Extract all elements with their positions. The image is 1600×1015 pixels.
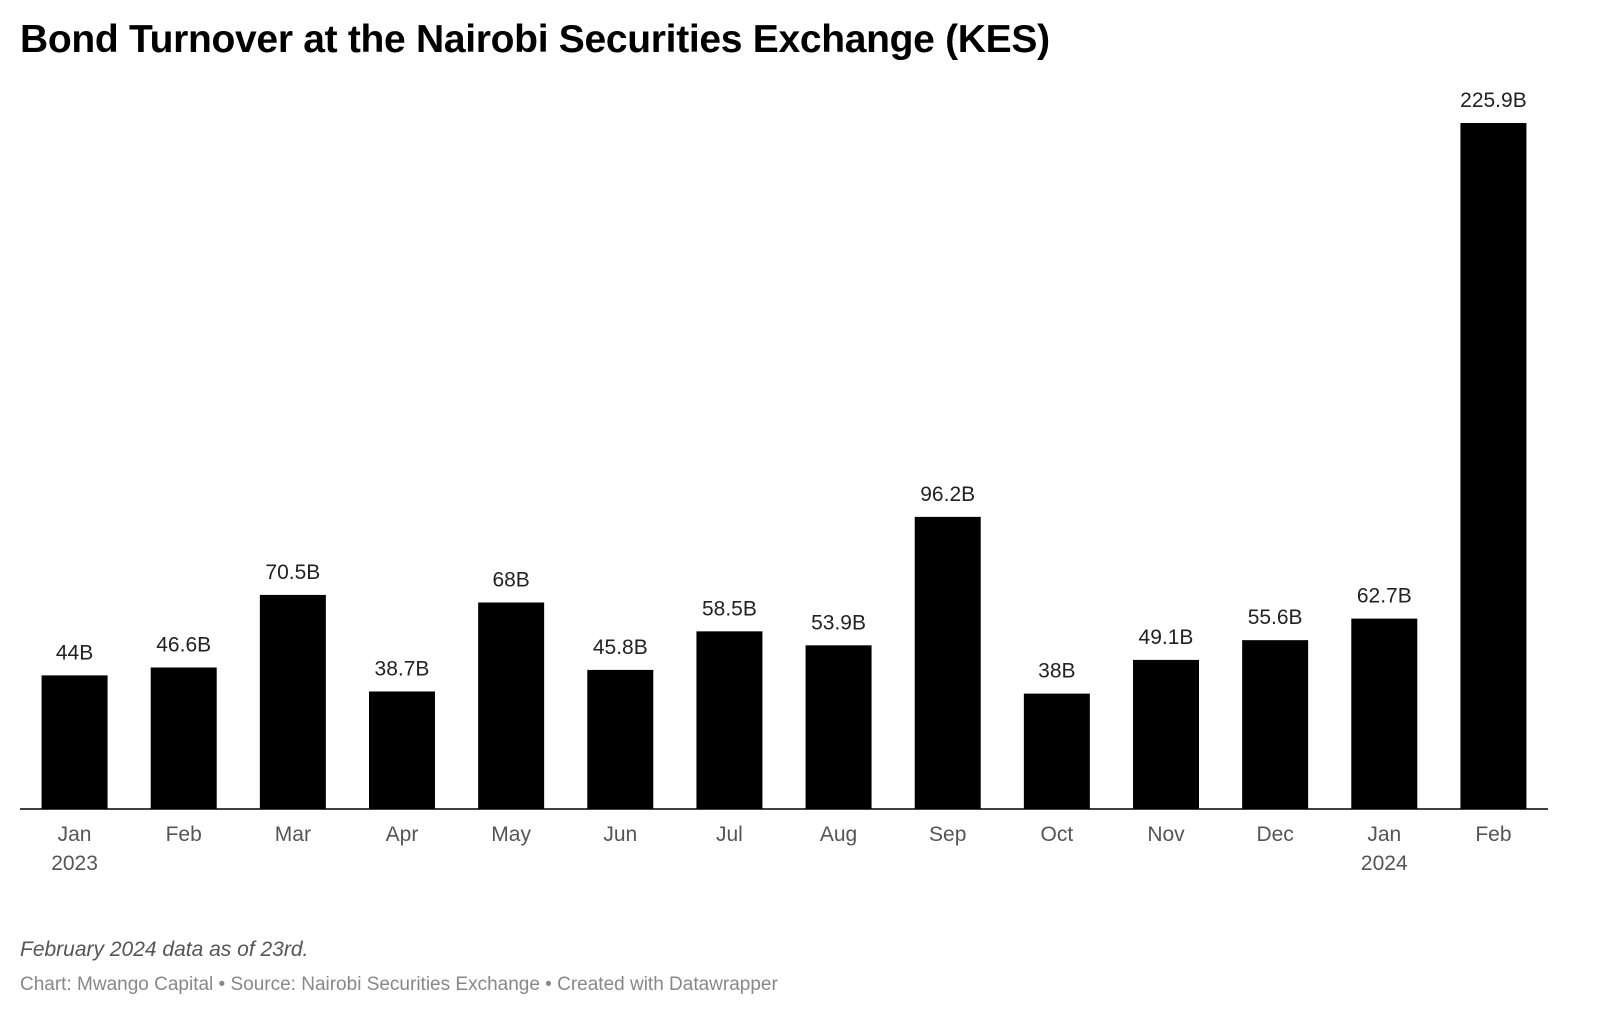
bar-12 <box>1351 618 1418 809</box>
value-label-10: 49.1B <box>1139 626 1194 649</box>
bar-7 <box>805 645 872 809</box>
x-year-label-0: 2023 <box>51 852 98 875</box>
value-label-6: 58.5B <box>702 597 757 620</box>
x-axis-tick-labels: Jan 2023 Feb Mar Apr May Jun Jul Aug Sep Oct Nov Dec… <box>51 823 1511 875</box>
value-label-5: 45.8B <box>593 636 648 659</box>
bar-4 <box>478 602 545 809</box>
bar-10 <box>1133 659 1199 809</box>
value-label-0: 44B <box>56 641 93 664</box>
x-tick-label-13: Feb <box>1475 823 1511 846</box>
x-tick-label-12: Jan <box>1367 823 1401 846</box>
x-year-label-12: 2024 <box>1361 852 1408 875</box>
x-tick-label-6: Jul <box>716 823 743 846</box>
value-label-4: 68B <box>492 569 529 592</box>
value-labels-layer: 44B 46.6B 70.5B 38.7B 68B 45.8B 58.5B 53.9B 96.2… <box>56 89 1527 683</box>
value-label-3: 38.7B <box>375 657 430 680</box>
bar-11 <box>1242 640 1309 809</box>
credits-line: Chart: Mwango Capital • Source: Nairobi … <box>20 974 778 995</box>
bar-1 <box>150 667 217 809</box>
x-tick-label-10: Nov <box>1147 823 1185 846</box>
x-tick-label-9: Oct <box>1041 823 1074 846</box>
x-tick-label-0: Jan <box>58 823 92 846</box>
value-label-12: 62.7B <box>1357 585 1412 608</box>
bar-0 <box>41 675 108 809</box>
value-label-1: 46.6B <box>156 633 211 656</box>
x-tick-label-2: Mar <box>275 823 311 846</box>
x-tick-label-4: May <box>491 823 531 846</box>
value-label-13: 225.9B <box>1460 89 1527 112</box>
bar-9 <box>1023 693 1090 809</box>
value-label-11: 55.6B <box>1248 606 1303 629</box>
value-label-7: 53.9B <box>811 611 866 634</box>
value-label-9: 38B <box>1038 660 1075 683</box>
bars-layer <box>41 123 1527 809</box>
x-tick-label-7: Aug <box>820 823 857 846</box>
x-tick-label-5: Jun <box>603 823 637 846</box>
bar-3 <box>369 691 435 809</box>
bar-chart: 44B 46.6B 70.5B 38.7B 68B 45.8B 58.5B 53.9B 96.2… <box>20 89 1548 875</box>
x-tick-label-11: Dec <box>1256 823 1293 846</box>
x-tick-label-3: Apr <box>386 823 419 846</box>
bar-13 <box>1460 123 1527 809</box>
bar-6 <box>696 631 763 809</box>
x-tick-label-1: Feb <box>166 823 202 846</box>
value-label-2: 70.5B <box>265 561 320 584</box>
footnote: February 2024 data as of 23rd. <box>20 938 309 961</box>
bar-2 <box>259 594 326 809</box>
bar-5 <box>587 669 654 809</box>
x-tick-label-8: Sep <box>929 823 966 846</box>
bar-8 <box>914 516 981 809</box>
value-label-8: 96.2B <box>920 483 975 506</box>
chart-title: Bond Turnover at the Nairobi Securities … <box>20 18 1050 61</box>
